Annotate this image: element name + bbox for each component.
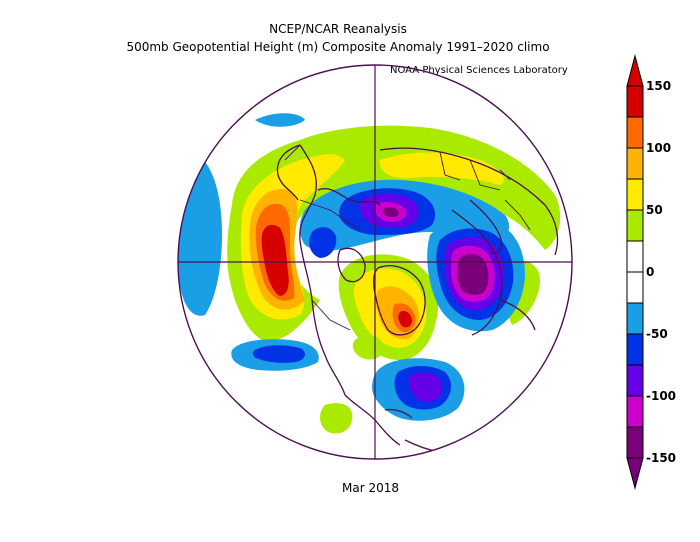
anomaly-neg-europe-core: [457, 254, 489, 295]
coast-europe: [451, 209, 503, 336]
borders-north-america: [284, 144, 361, 331]
coast-canada-arctic: [317, 188, 381, 206]
anomaly-neg-atlantic-violet: [408, 372, 442, 402]
colorbar-tick-label: 150: [646, 79, 671, 93]
title-line-2: 500mb Geopotential Height (m) Composite …: [126, 40, 550, 54]
colorbar-tick-label: -150: [646, 451, 676, 465]
colorbar-block: [626, 240, 644, 273]
colorbar-blocks: [626, 54, 644, 490]
anomaly-pos-west-atlantic-green: [352, 335, 384, 360]
colorbar-tick-label: 50: [646, 203, 663, 217]
title-line-1: NCEP/NCAR Reanalysis: [269, 22, 407, 36]
colorbar-block: [626, 364, 644, 397]
coast-asia: [379, 147, 559, 256]
colorbar-tick-label: -100: [646, 389, 676, 403]
colorbar-labels: 150 100 50 0 -50 -100 -150: [646, 79, 676, 465]
coast-scandinavia: [469, 199, 502, 254]
anomaly-neg-arctic-core: [383, 207, 399, 217]
coast-caribbean: [384, 408, 413, 419]
colorbar-block: [626, 147, 644, 180]
coast-africa: [499, 299, 536, 331]
colorbar-block: [626, 85, 644, 118]
colorbar-block: [626, 209, 644, 242]
anomaly-pos-pacific-max: [261, 224, 289, 296]
period-label: Mar 2018: [342, 481, 399, 495]
colorbar-block: [626, 395, 644, 428]
anomaly-pos-greenland-core: [398, 310, 412, 328]
colorbar-tick-label: 0: [646, 265, 654, 279]
coast-greenland: [372, 265, 426, 336]
colorbar-block: [626, 178, 644, 211]
anomaly-neg-bering-blue: [309, 227, 337, 258]
coast-alaska: [276, 144, 301, 201]
anomaly-neg-subtropical-pacific-blue: [252, 345, 305, 363]
colorbar-block: [626, 426, 644, 459]
coast-hudson-bay: [337, 247, 366, 283]
colorbar-block: [626, 302, 644, 335]
colorbar-tick-label: 100: [646, 141, 671, 155]
colorbar-block: [626, 333, 644, 366]
colorbar-arrow-bottom: [626, 457, 644, 490]
credit-label: NOAA Physical Sciences Laboratory: [390, 65, 568, 76]
anomaly-pos-south-atlantic-green: [320, 403, 353, 434]
borders-asia: [439, 151, 531, 231]
colorbar-block: [626, 271, 644, 304]
colorbar-tick-label: -50: [646, 327, 668, 341]
colorbar-arrow-top: [626, 54, 644, 87]
colorbar-block: [626, 116, 644, 149]
coast-north-america: [299, 144, 346, 396]
anomaly-neg-top-left: [255, 113, 305, 127]
